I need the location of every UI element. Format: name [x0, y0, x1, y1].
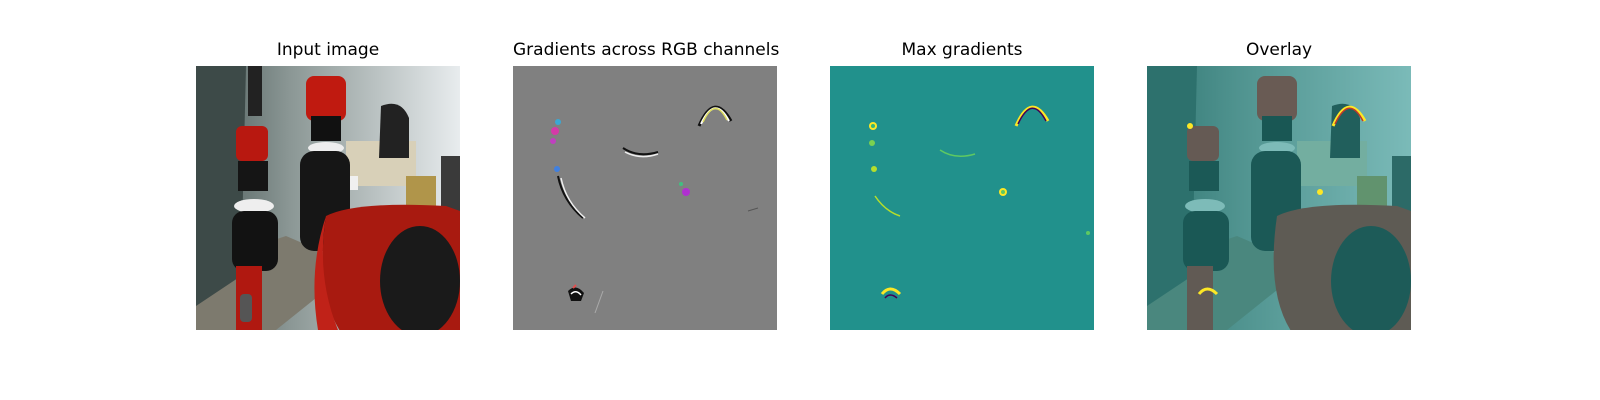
panel-title: Input image — [276, 40, 380, 60]
panel-rgb-gradients: Gradients across RGB channels — [513, 0, 780, 400]
panel-overlay: Overlay — [1147, 0, 1411, 400]
panel-title: Max gradients — [901, 40, 1023, 60]
input-image — [196, 66, 460, 330]
overlay-image — [1147, 66, 1411, 330]
panel-title: Gradients across RGB channels — [513, 40, 780, 60]
panel-input-image: Input image — [196, 0, 460, 400]
panel-max-gradients: Max gradients — [830, 0, 1094, 400]
rgb-gradient-image — [513, 66, 777, 330]
max-gradient-image — [830, 66, 1094, 330]
panel-title: Overlay — [1245, 40, 1313, 60]
